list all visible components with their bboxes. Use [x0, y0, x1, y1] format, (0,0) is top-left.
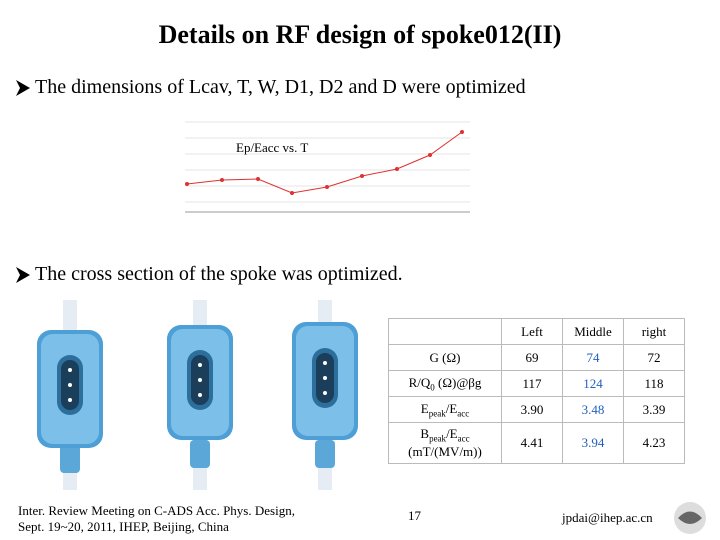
table-row: R/Q0 (Ω)@βg 117 124 118	[388, 370, 685, 397]
table-cell: 72	[623, 344, 685, 371]
table-cell: 124	[562, 370, 624, 397]
footer-event: Inter. Review Meeting on C-ADS Acc. Phys…	[18, 503, 295, 535]
label-part: /E	[446, 426, 458, 442]
corner-cell	[388, 318, 502, 345]
label-part: acc	[457, 433, 470, 444]
label-part: (mT/(MV/m))	[408, 443, 482, 459]
logo	[674, 502, 706, 534]
row-label: G (Ω)	[388, 344, 502, 371]
label-part: E	[420, 400, 429, 416]
footer-email: jpdai@ihep.ac.cn	[562, 510, 653, 525]
figure-plot	[175, 105, 490, 235]
figure-label: Ep/Eacc vs. T	[236, 140, 309, 155]
label-part: 0	[430, 382, 435, 393]
row-label: Epeak/Eacc	[388, 396, 502, 423]
parameter-table: Left Middle right G (Ω) 69 74 72 R/Q0 (Ω)@βg 117…	[388, 318, 685, 464]
table-row: G (Ω) 69 74 72	[388, 344, 685, 371]
label-part: /E	[445, 400, 458, 416]
table-cell: 3.90	[501, 396, 563, 423]
label-part: peak	[428, 408, 446, 419]
label-part: peak	[429, 433, 447, 444]
label-part: (Ω)@βg	[434, 374, 482, 390]
table-cell: 3.39	[623, 396, 685, 423]
slide-title: Details on RF design of spoke012(II)	[158, 20, 562, 49]
table-cell: 3.94	[562, 422, 624, 464]
table-cell: 74	[562, 344, 624, 371]
page-number: 17	[408, 508, 421, 523]
table-cell: 4.23	[623, 422, 685, 464]
column-header: Left	[501, 318, 563, 345]
footer-line: Sept. 19~20, 2011, IHEP, Beijing, China	[18, 519, 229, 534]
column-header: Middle	[562, 318, 624, 345]
column-header: right	[623, 318, 685, 345]
table-cell: 4.41	[501, 422, 563, 464]
bullet-text: The cross section of the spoke was optim…	[35, 263, 403, 285]
bullet-arrow	[16, 267, 30, 283]
bullet-text: The dimensions of Lcav, T, W, D1, D2 and…	[35, 76, 526, 98]
row-label: Bpeak/Eacc (mT/(MV/m))	[388, 422, 502, 464]
spoke-cavities	[37, 300, 358, 490]
header-row: Left Middle right	[388, 318, 685, 345]
row-label: R/Q0 (Ω)@βg	[388, 370, 502, 397]
table-cell: 69	[501, 344, 563, 371]
label-part: acc	[457, 408, 470, 419]
table-row: Bpeak/Eacc (mT/(MV/m)) 4.41 3.94 4.23	[388, 422, 685, 464]
table-row: Epeak/Eacc 3.90 3.48 3.39	[388, 396, 685, 423]
bullet-arrow	[16, 80, 30, 96]
footer-line: Inter. Review Meeting on C-ADS Acc. Phys…	[18, 503, 295, 518]
table-cell: 3.48	[562, 396, 624, 423]
table-cell: 118	[623, 370, 685, 397]
table-cell: 117	[501, 370, 563, 397]
label-part: R/Q	[408, 374, 431, 390]
label-part: B	[420, 426, 430, 442]
label-part: G (Ω)	[429, 349, 461, 365]
